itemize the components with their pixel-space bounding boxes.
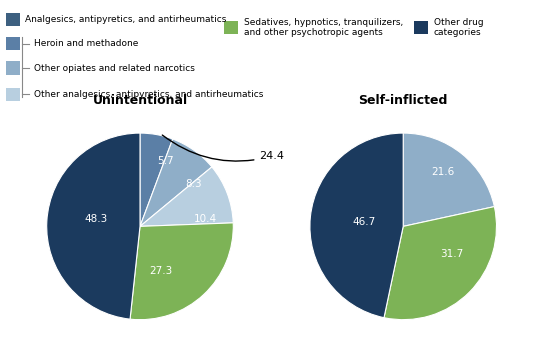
Text: Other analgesics, antipyretics, and antirheumatics: Other analgesics, antipyretics, and anti… [34, 90, 263, 99]
Text: 5.7: 5.7 [157, 156, 174, 166]
FancyBboxPatch shape [6, 88, 20, 101]
Title: Unintentional: Unintentional [92, 94, 188, 107]
Wedge shape [140, 167, 233, 226]
Text: 46.7: 46.7 [352, 217, 376, 227]
Wedge shape [130, 223, 234, 320]
Text: 27.3: 27.3 [149, 266, 172, 276]
FancyBboxPatch shape [224, 21, 238, 34]
FancyBboxPatch shape [6, 13, 20, 26]
FancyBboxPatch shape [6, 61, 20, 75]
Wedge shape [140, 139, 212, 226]
Text: 10.4: 10.4 [194, 214, 217, 224]
Text: Other opiates and related narcotics: Other opiates and related narcotics [34, 63, 194, 73]
Text: Analgesics, antipyretics, and antirheumatics: Analgesics, antipyretics, and antirheuma… [25, 15, 227, 24]
FancyBboxPatch shape [414, 21, 428, 34]
Text: Sedatives, hypnotics, tranquilizers,
and other psychotropic agents: Sedatives, hypnotics, tranquilizers, and… [244, 18, 403, 37]
Wedge shape [403, 133, 494, 226]
Wedge shape [140, 133, 172, 226]
Wedge shape [384, 206, 497, 320]
Title: Self-inflicted: Self-inflicted [358, 94, 448, 107]
Text: 21.6: 21.6 [431, 167, 454, 177]
Text: 8.3: 8.3 [185, 179, 202, 189]
Text: 31.7: 31.7 [440, 249, 463, 259]
Text: Other drug
categories: Other drug categories [434, 18, 484, 37]
Text: 48.3: 48.3 [85, 214, 108, 224]
FancyBboxPatch shape [6, 37, 20, 50]
Wedge shape [310, 133, 403, 318]
Wedge shape [46, 133, 140, 319]
Text: Heroin and methadone: Heroin and methadone [34, 39, 138, 48]
Text: 24.4: 24.4 [162, 135, 284, 161]
